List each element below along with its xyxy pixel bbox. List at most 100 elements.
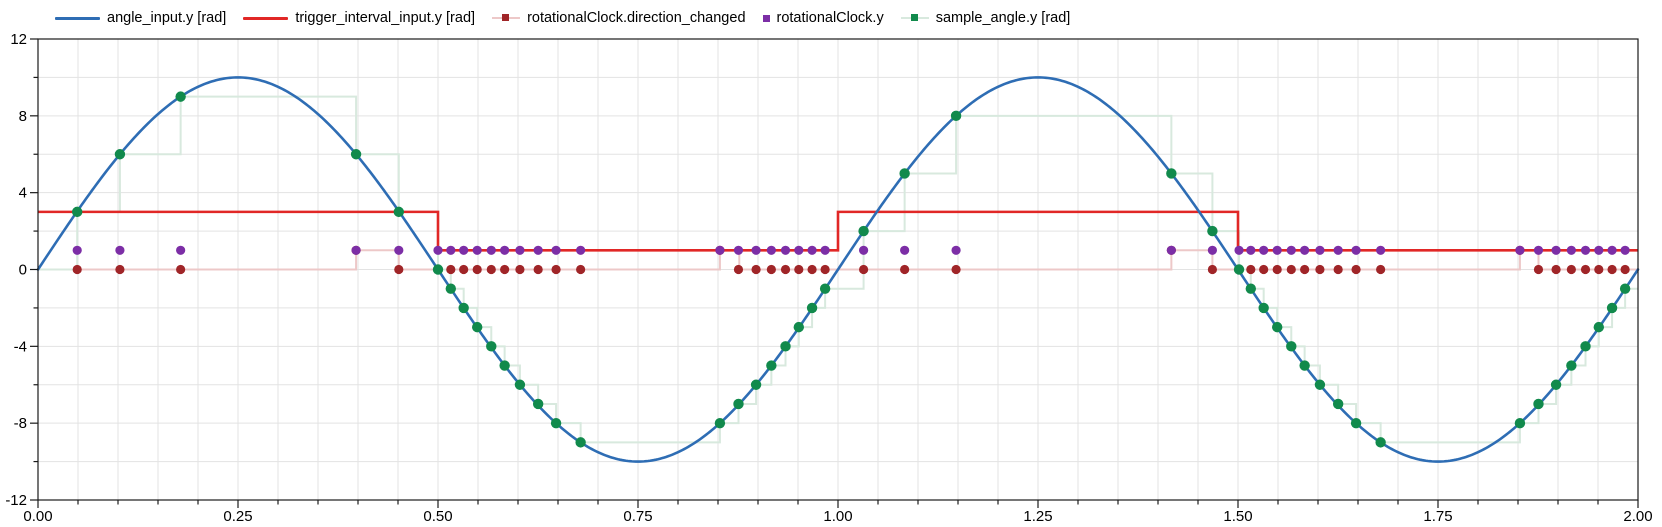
sample-angle-marker <box>1350 417 1362 429</box>
legend-label-trigger_interval_input: trigger_interval_input.y [rad] <box>295 10 476 26</box>
sample-angle-marker <box>575 437 586 448</box>
sample-angle-marker <box>793 321 804 333</box>
sample-angle-marker <box>1245 283 1257 294</box>
clock-tick-marker <box>900 245 910 255</box>
sample-angle-marker <box>1533 398 1544 410</box>
y-tick-label: -4 <box>14 338 27 355</box>
direction-changed-marker <box>533 264 543 275</box>
direction-changed-marker <box>1286 264 1296 275</box>
sample-angle-marker <box>714 417 726 429</box>
clock-tick-marker <box>351 245 361 255</box>
direction-changed-marker <box>1246 264 1256 275</box>
direction-changed-marker <box>1551 264 1561 275</box>
sample-angle-marker <box>1332 398 1344 410</box>
clock-tick-marker <box>1607 245 1617 255</box>
x-tick-label: 2.00 <box>1623 508 1652 525</box>
direction-changed-marker <box>794 264 804 275</box>
clock-tick-marker <box>515 245 525 255</box>
clock-tick-marker <box>807 245 817 255</box>
legend-label-direction_changed: rotationalClock.direction_changed <box>527 10 746 26</box>
clock-tick-marker <box>1246 245 1256 255</box>
sample-angle-marker <box>458 302 469 314</box>
clock-tick-marker <box>433 245 443 255</box>
sample-angle-marker <box>1286 341 1297 352</box>
clock-tick-marker <box>1315 245 1325 255</box>
clock-tick-marker <box>1533 245 1544 255</box>
sample-angle-marker <box>1606 302 1618 314</box>
sample-angle-marker <box>486 341 497 352</box>
x-tick-label: 0.75 <box>623 508 652 525</box>
clock-tick-marker <box>1234 245 1244 255</box>
clock-tick-marker <box>551 245 561 255</box>
sample-angle-marker <box>514 379 526 390</box>
legend-item-clock_y: rotationalClock.y <box>762 10 884 26</box>
direction-changed-marker <box>446 264 456 275</box>
direction-changed-marker <box>1300 264 1310 275</box>
clock-tick-marker <box>1259 245 1269 255</box>
trigger_interval_input-line-swatch-icon <box>243 16 289 20</box>
direction-changed-marker <box>1580 264 1591 275</box>
direction-changed-marker <box>1207 264 1217 275</box>
sample-angle-staircase <box>38 95 1638 444</box>
direction-changed-marker <box>951 264 961 275</box>
sample-angle-marker <box>899 168 910 179</box>
clock-tick-marker <box>486 245 496 255</box>
sample_angle-line-square-swatch-icon <box>900 14 929 22</box>
direction-changed-marker <box>72 264 82 275</box>
direction-changed-marker <box>576 264 586 275</box>
clock-tick-marker <box>733 245 744 255</box>
clock-tick-marker <box>533 245 543 255</box>
direction-changed-marker <box>515 264 525 275</box>
x-tick-label: 0.50 <box>423 508 452 525</box>
direction-changed-marker <box>766 264 776 275</box>
direction-changed-marker <box>1333 264 1343 275</box>
clock-tick-marker <box>751 245 761 255</box>
direction-changed-marker <box>551 264 561 275</box>
direction-changed-marker <box>859 264 869 275</box>
direction-changed-marker <box>733 264 744 275</box>
direction-changed-marker <box>900 264 910 275</box>
y-tick-label: -12 <box>5 492 27 509</box>
direction-changed-marker <box>394 264 404 275</box>
sample-angle-marker <box>733 398 744 410</box>
sample-angle-marker <box>499 360 510 371</box>
direction-changed-marker <box>807 264 817 275</box>
clock-tick-marker <box>794 245 804 255</box>
sample-angle-marker <box>1258 302 1269 314</box>
direction-changed-marker <box>1315 264 1325 275</box>
x-tick-label: 1.75 <box>1423 508 1452 525</box>
clock_y-square-swatch-icon <box>762 14 770 22</box>
direction-changed-marker <box>1620 264 1630 275</box>
x-tick-label: 1.25 <box>1023 508 1052 525</box>
legend-label-clock_y: rotationalClock.y <box>776 10 884 26</box>
x-tick-label: 0.25 <box>223 508 252 525</box>
sample-angle-marker <box>819 283 831 294</box>
sample-angle-marker <box>858 225 869 237</box>
x-tick-label: 1.00 <box>823 508 852 525</box>
clock-tick-marker <box>1515 245 1525 255</box>
y-tick-label: -8 <box>14 415 27 432</box>
legend-label-angle_input: angle_input.y [rad] <box>107 10 227 26</box>
legend-item-sample_angle: sample_angle.y [rad] <box>900 10 1070 26</box>
trigger-interval-line <box>38 210 1638 252</box>
clock-tick-marker <box>176 245 186 255</box>
y-tick-label: 4 <box>19 185 27 202</box>
clock-tick-marker <box>780 245 791 255</box>
direction-changed-marker <box>1607 264 1617 275</box>
y-tick-label: 12 <box>10 31 27 48</box>
direction-changed-marker <box>751 264 761 275</box>
sample-angle-marker <box>1233 264 1245 275</box>
direction-changed-marker <box>459 264 469 275</box>
sample-angle-marker <box>350 149 362 160</box>
sample-angle-marker <box>1514 417 1526 429</box>
clock-tick-marker <box>72 245 82 255</box>
clock-tick-marker <box>472 245 482 255</box>
sample-angle-marker <box>432 264 444 275</box>
clock-tick-marker <box>1376 245 1386 255</box>
sample-angle-marker <box>1207 225 1218 237</box>
direction-changed-marker <box>486 264 496 275</box>
sample-angle-marker <box>550 417 562 429</box>
direction-changed-marker <box>115 264 125 275</box>
clock-tick-marker <box>576 245 586 255</box>
